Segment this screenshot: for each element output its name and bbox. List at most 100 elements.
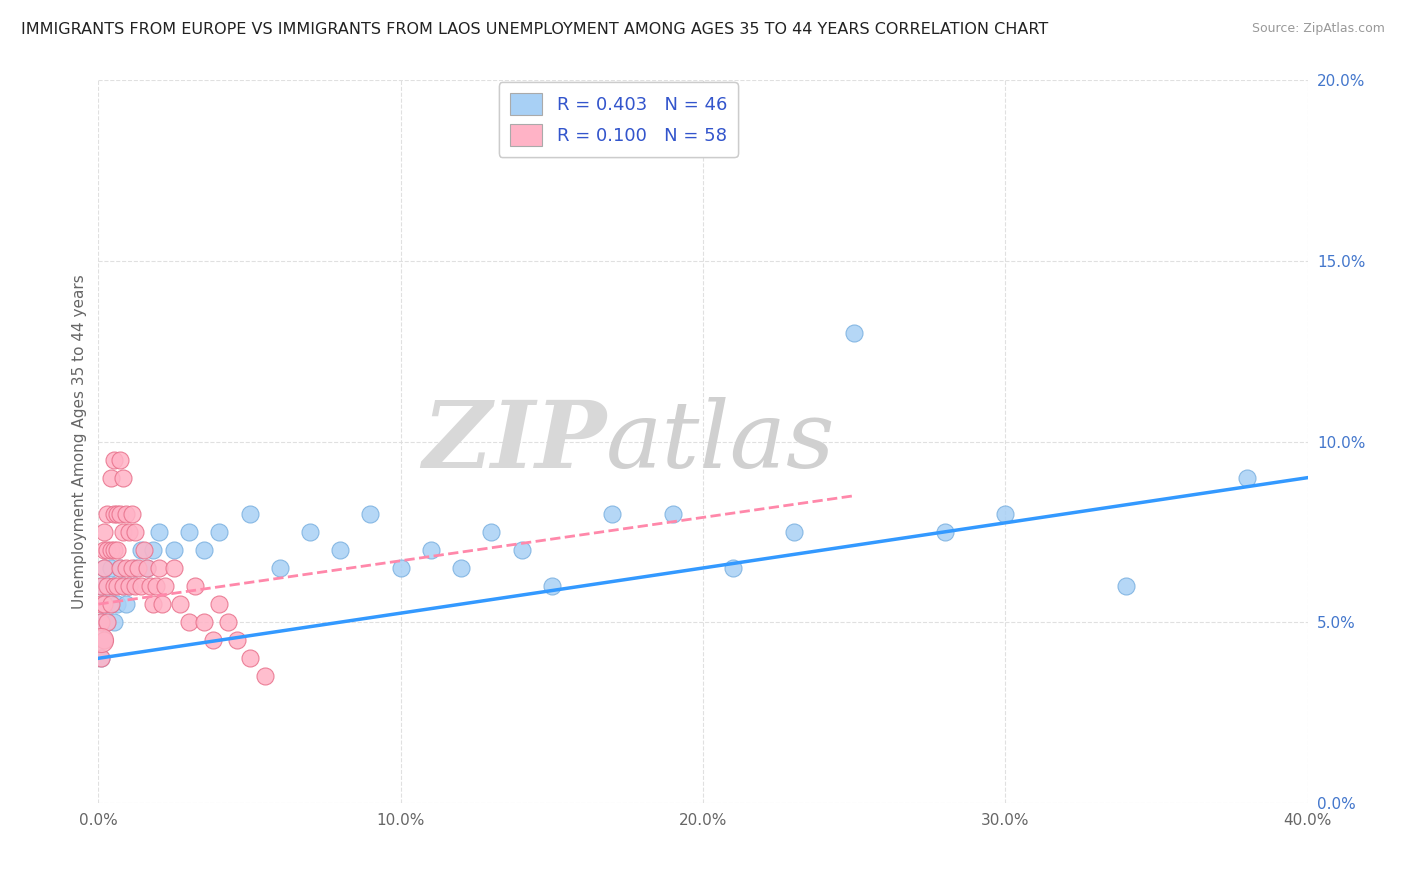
Point (114, 597, 136, 611)
Point (148, 561, 170, 575)
Text: IMMIGRANTS FROM EUROPE VS IMMIGRANTS FROM LAOS UNEMPLOYMENT AMONG AGES 35 TO 44 : IMMIGRANTS FROM EUROPE VS IMMIGRANTS FRO… (21, 22, 1049, 37)
Point (253, 669, 276, 683)
Point (90, 651, 112, 665)
Point (96, 507, 118, 521)
Point (105, 597, 128, 611)
Point (103, 542, 125, 557)
Point (90, 633, 112, 648)
Point (90, 579, 112, 593)
Point (163, 561, 186, 575)
Point (723, 561, 745, 575)
Point (96, 579, 118, 593)
Point (135, 561, 157, 575)
Point (93, 524, 115, 539)
Point (93, 597, 115, 611)
Point (239, 651, 262, 665)
Point (269, 561, 291, 575)
Point (481, 524, 503, 539)
Point (90, 615, 112, 630)
Point (602, 507, 624, 521)
Point (150, 597, 173, 611)
Point (142, 597, 165, 611)
Point (93, 561, 115, 575)
Point (184, 579, 207, 593)
Point (329, 542, 352, 557)
Point (934, 524, 956, 539)
Point (202, 633, 225, 648)
Point (450, 561, 472, 575)
Point (226, 633, 249, 648)
Point (661, 507, 683, 521)
Point (111, 579, 134, 593)
Point (121, 507, 143, 521)
Point (103, 579, 125, 593)
Y-axis label: Unemployment Among Ages 35 to 44 years: Unemployment Among Ages 35 to 44 years (72, 274, 87, 609)
Point (96, 615, 118, 630)
Point (118, 579, 141, 593)
Point (100, 471, 122, 485)
Point (193, 615, 215, 630)
Point (111, 579, 134, 593)
Point (111, 524, 134, 539)
Point (169, 597, 191, 611)
Point (217, 615, 239, 630)
Point (127, 561, 149, 575)
Point (124, 524, 146, 539)
Point (208, 597, 231, 611)
Point (153, 579, 176, 593)
Point (108, 561, 131, 575)
Text: atlas: atlas (606, 397, 835, 486)
Point (844, 326, 866, 340)
Point (142, 542, 165, 557)
Point (90, 615, 112, 630)
Point (114, 561, 136, 575)
Point (145, 579, 167, 593)
Legend: R = 0.403   N = 46, R = 0.100   N = 58: R = 0.403 N = 46, R = 0.100 N = 58 (499, 82, 738, 157)
Point (121, 561, 143, 575)
Point (540, 579, 562, 593)
Point (420, 542, 443, 557)
Point (108, 507, 131, 521)
Point (103, 452, 125, 467)
Point (1236, 471, 1258, 485)
Point (93, 633, 115, 648)
Point (1115, 579, 1137, 593)
Point (111, 471, 134, 485)
Point (139, 579, 162, 593)
Point (114, 507, 136, 521)
Point (124, 579, 146, 593)
Point (124, 561, 146, 575)
Point (93, 597, 115, 611)
Point (105, 579, 128, 593)
Point (105, 507, 128, 521)
Point (96, 615, 118, 630)
Text: Source: ZipAtlas.com: Source: ZipAtlas.com (1251, 22, 1385, 36)
Point (93, 633, 115, 648)
Point (105, 542, 128, 557)
Point (108, 452, 131, 467)
Point (103, 579, 125, 593)
Point (129, 579, 152, 593)
Point (132, 542, 155, 557)
Point (90, 651, 112, 665)
Point (96, 542, 118, 557)
Point (118, 579, 141, 593)
Point (129, 542, 152, 557)
Point (90, 597, 112, 611)
Point (179, 615, 201, 630)
Point (90, 579, 112, 593)
Point (994, 507, 1017, 521)
Point (100, 597, 122, 611)
Point (163, 542, 186, 557)
Point (299, 524, 322, 539)
Point (100, 561, 122, 575)
Point (135, 561, 157, 575)
Point (100, 597, 122, 611)
Point (179, 524, 201, 539)
Point (103, 507, 125, 521)
Point (100, 542, 122, 557)
Point (783, 524, 806, 539)
Text: ZIP: ZIP (422, 397, 606, 486)
Point (510, 542, 533, 557)
Point (148, 524, 170, 539)
